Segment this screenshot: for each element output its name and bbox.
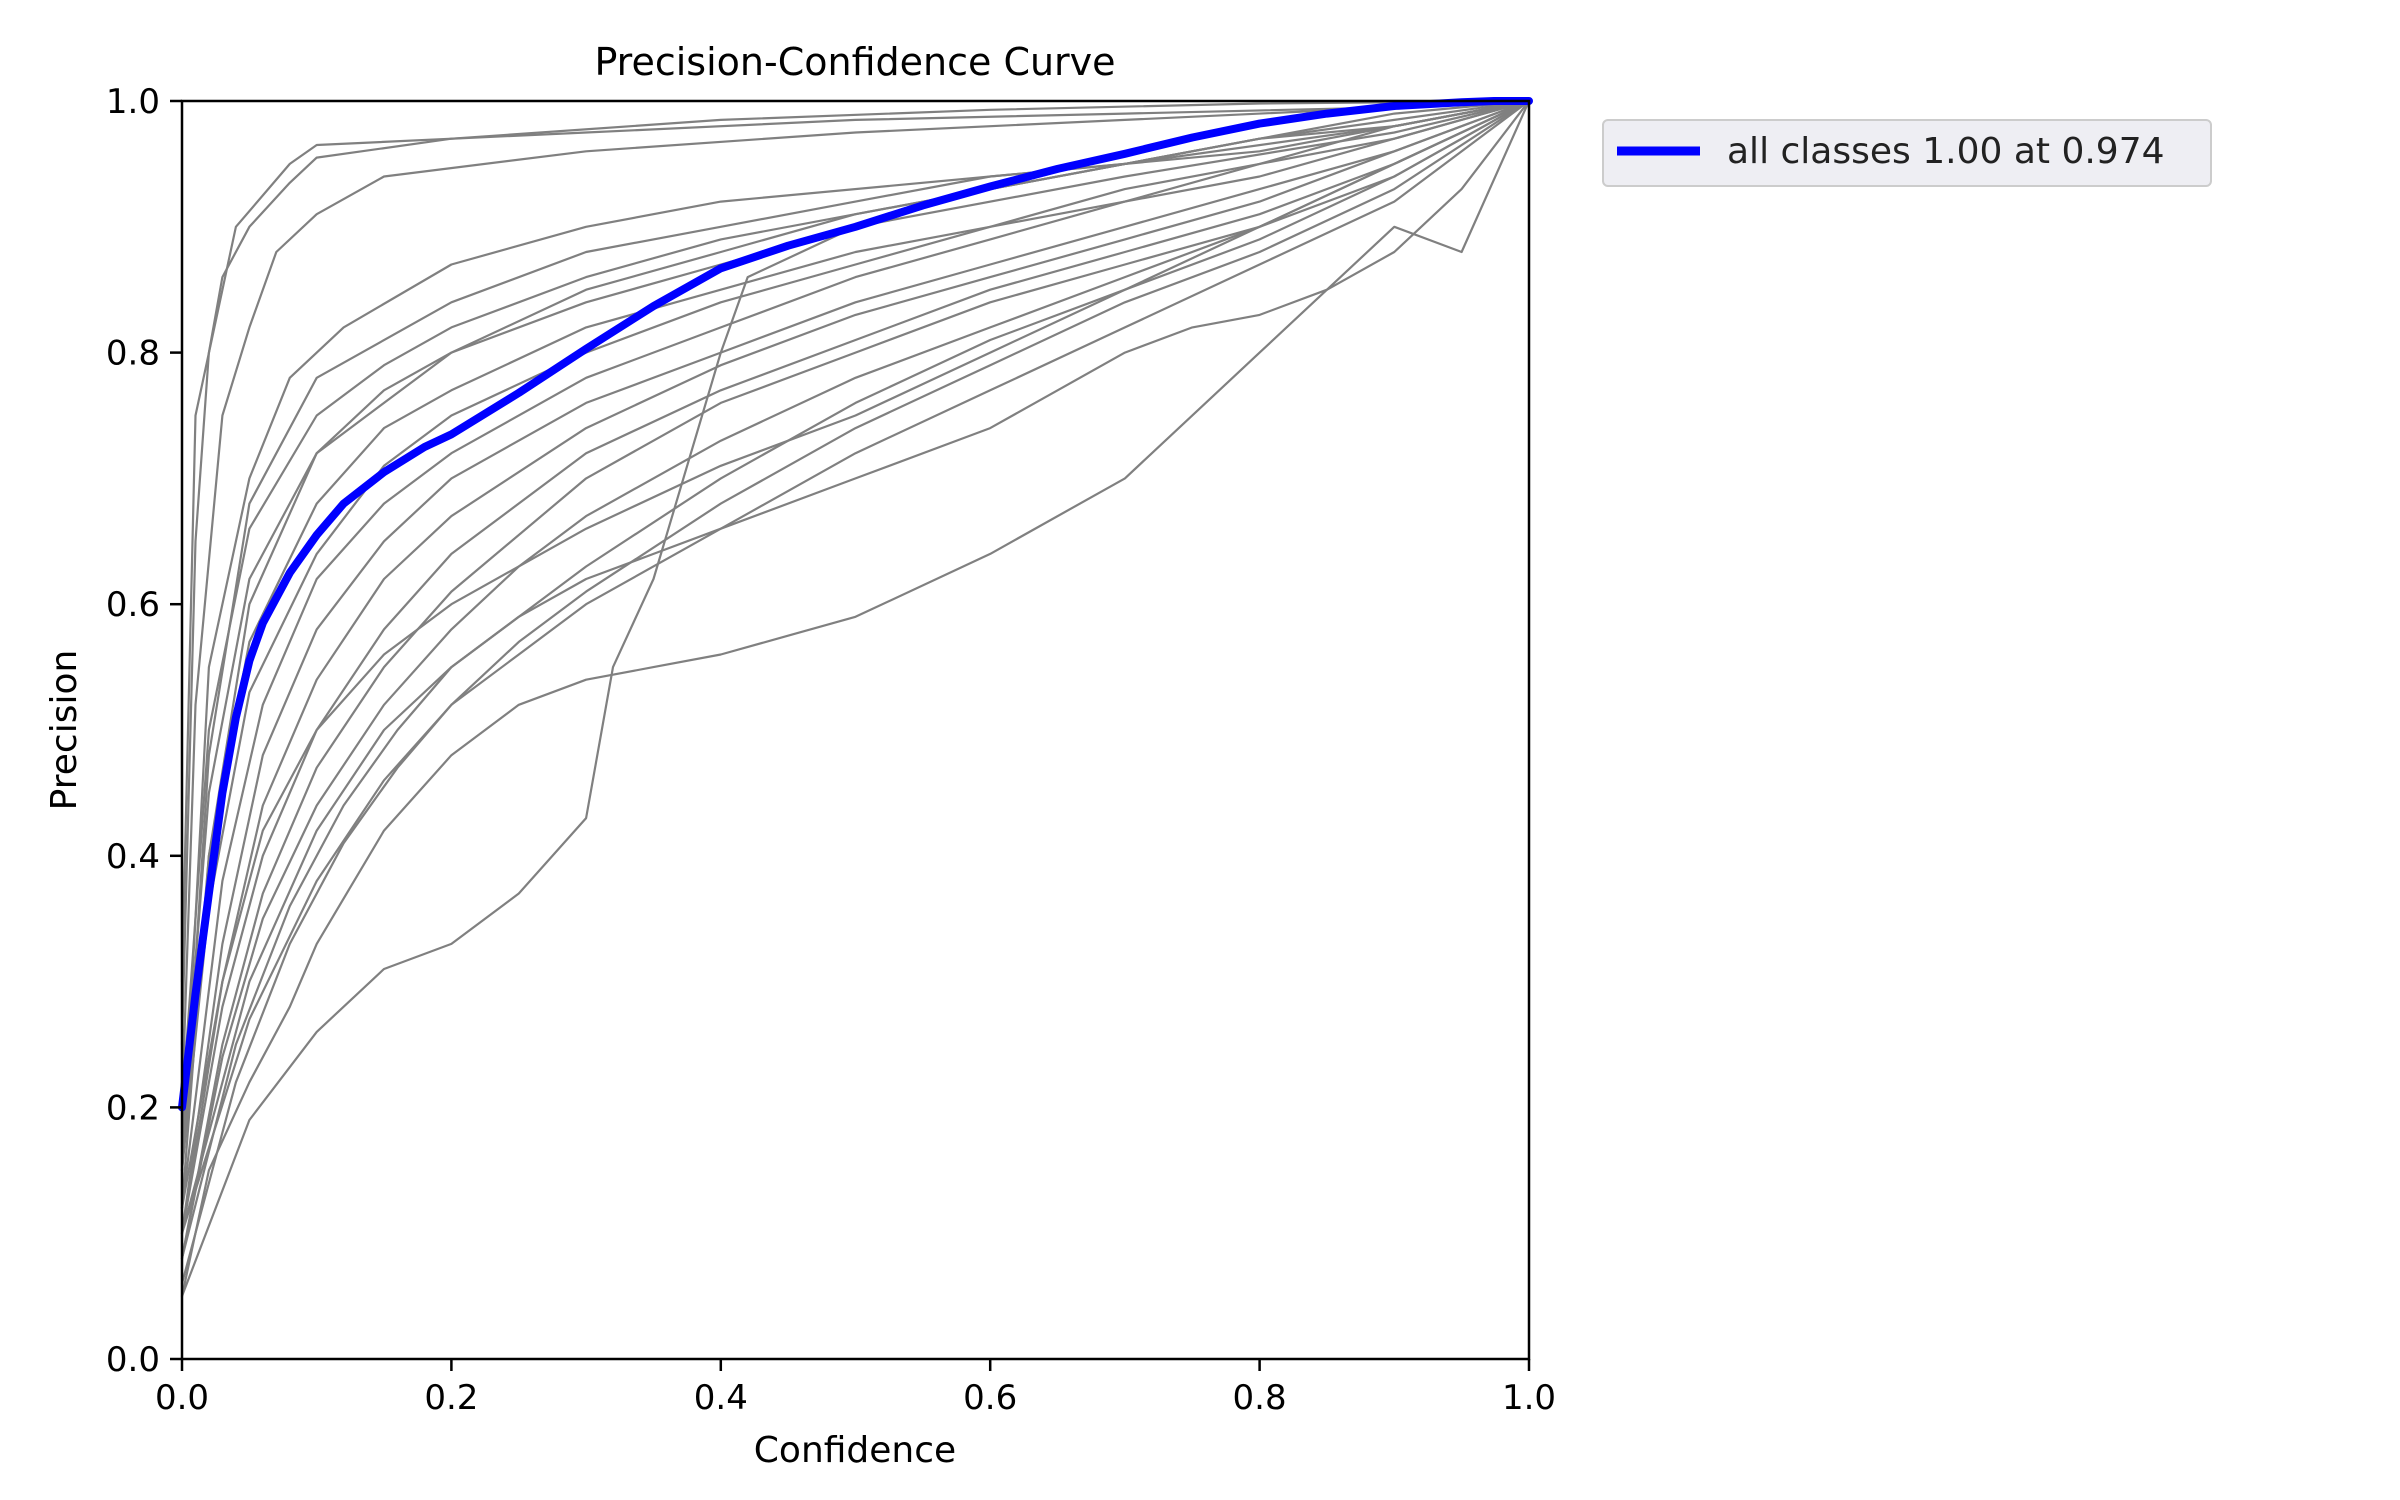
class-curve-12 xyxy=(180,99,1531,1260)
legend-box xyxy=(1602,119,2212,187)
class-curve-23 xyxy=(180,99,1531,1235)
class-curve-15 xyxy=(180,99,1531,1285)
class-curve-20 xyxy=(180,99,1531,1298)
class-curve-21 xyxy=(180,99,1531,1235)
class-curve-5 xyxy=(180,99,1531,1134)
class-curve-14 xyxy=(180,99,1531,1260)
x-tick-label: 1.0 xyxy=(1502,1378,1556,1418)
y-tick-label: 0.2 xyxy=(106,1088,160,1128)
x-tick-label: 0.0 xyxy=(155,1378,209,1418)
class-curve-7 xyxy=(180,99,1531,1172)
class-curve-10 xyxy=(180,99,1531,1235)
class-curve-4 xyxy=(180,99,1531,1109)
x-axis: 0.0 0.2 0.4 0.6 0.8 1.0 xyxy=(155,1359,1556,1418)
x-axis-label: Confidence xyxy=(754,1430,956,1471)
x-tick-label: 0.4 xyxy=(694,1378,748,1418)
y-tick-label: 0.0 xyxy=(106,1340,160,1380)
y-tick-label: 0.4 xyxy=(106,837,160,877)
class-curve-9 xyxy=(180,99,1531,1235)
y-tick-label: 1.0 xyxy=(106,82,160,122)
class-curve-22 xyxy=(180,99,1531,1210)
class-curve-1 xyxy=(180,99,1531,1046)
legend: all classes 1.00 at 0.974 xyxy=(1602,119,2212,187)
class-curve-13 xyxy=(180,99,1531,1260)
y-tick-label: 0.8 xyxy=(106,334,160,374)
curves-layer xyxy=(178,97,1533,1298)
y-tick-label: 0.6 xyxy=(106,585,160,625)
class-curve-8 xyxy=(180,99,1531,1210)
class-curve-11 xyxy=(180,99,1531,1235)
y-axis: 0.0 0.2 0.4 0.6 0.8 1.0 xyxy=(106,82,182,1380)
x-tick-label: 0.2 xyxy=(424,1378,478,1418)
class-curve-3 xyxy=(180,99,1531,1172)
chart-title: Precision-Confidence Curve xyxy=(594,40,1115,84)
class-curve-19 xyxy=(180,99,1531,1298)
legend-label: all classes 1.00 at 0.974 xyxy=(1727,131,2165,172)
x-tick-label: 0.8 xyxy=(1233,1378,1287,1418)
y-axis-label: Precision xyxy=(44,650,85,811)
class-curve-2 xyxy=(180,99,1531,1109)
all-classes-curve xyxy=(178,97,1533,1112)
x-tick-label: 0.6 xyxy=(963,1378,1017,1418)
class-curve-18 xyxy=(180,99,1531,983)
plot-frame xyxy=(180,99,1531,1361)
